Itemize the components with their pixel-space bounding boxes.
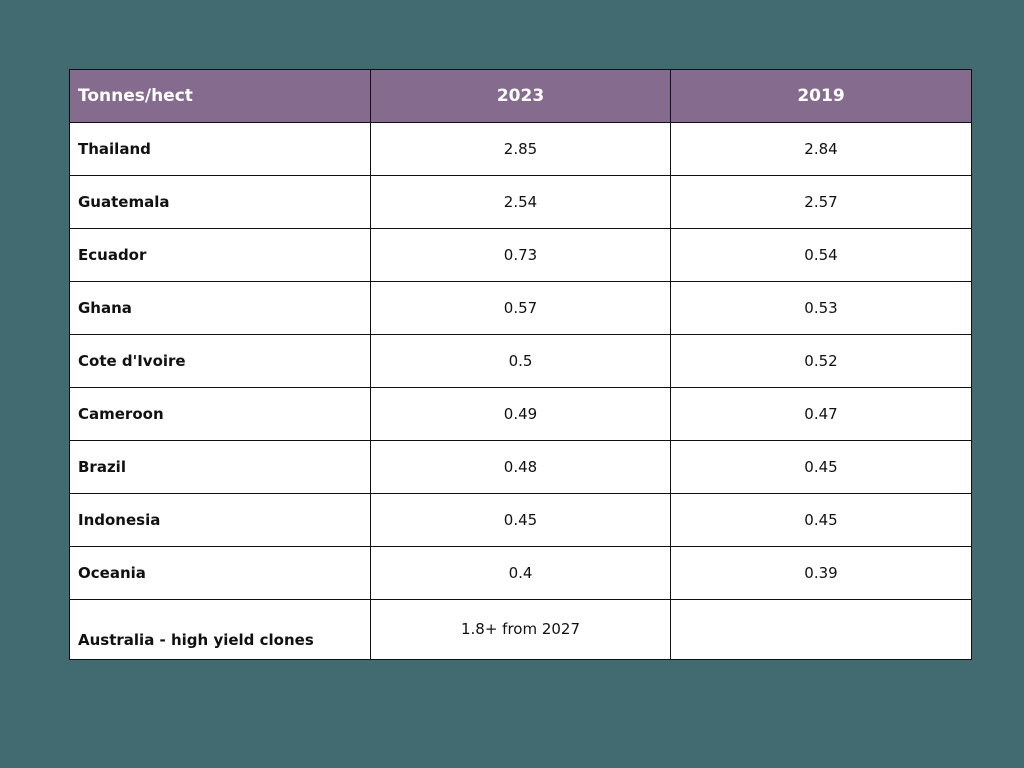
country-cell: Ecuador <box>69 228 371 282</box>
value-cell-2019: 0.45 <box>670 440 972 494</box>
table-row: Guatemala 2.54 2.57 <box>69 175 972 229</box>
table-row: Oceania 0.4 0.39 <box>69 546 972 600</box>
country-cell: Cameroon <box>69 387 371 441</box>
country-cell: Indonesia <box>69 493 371 547</box>
table-row: Brazil 0.48 0.45 <box>69 440 972 494</box>
value-cell-2023: 2.54 <box>370 175 671 229</box>
country-cell: Oceania <box>69 546 371 600</box>
country-cell: Cote d'Ivoire <box>69 334 371 388</box>
value-cell-2023: 1.8+ from 2027 <box>370 599 671 660</box>
table-header: Tonnes/hect 2023 2019 <box>69 69 972 123</box>
value-cell-2023: 0.4 <box>370 546 671 600</box>
value-cell-2023: 0.45 <box>370 493 671 547</box>
header-cell-unit: Tonnes/hect <box>69 69 371 123</box>
table-body: Thailand 2.85 2.84 Guatemala 2.54 2.57 E… <box>69 122 972 660</box>
value-cell-2019: 0.45 <box>670 493 972 547</box>
country-cell: Australia - high yield clones <box>69 599 371 660</box>
value-cell-2019: 2.84 <box>670 122 972 176</box>
value-cell-2019: 0.47 <box>670 387 972 441</box>
value-cell-2019: 0.53 <box>670 281 972 335</box>
country-cell: Ghana <box>69 281 371 335</box>
value-cell-2023: 0.73 <box>370 228 671 282</box>
value-cell-2023: 0.57 <box>370 281 671 335</box>
table-row: Ghana 0.57 0.53 <box>69 281 972 335</box>
country-cell: Thailand <box>69 122 371 176</box>
table-row: Cameroon 0.49 0.47 <box>69 387 972 441</box>
table-row: Indonesia 0.45 0.45 <box>69 493 972 547</box>
value-cell-2019 <box>670 599 972 660</box>
header-cell-2019: 2019 <box>670 69 972 123</box>
header-row: Tonnes/hect 2023 2019 <box>69 69 972 123</box>
value-cell-2019: 0.39 <box>670 546 972 600</box>
value-cell-2019: 0.54 <box>670 228 972 282</box>
table-row: Ecuador 0.73 0.54 <box>69 228 972 282</box>
header-cell-2023: 2023 <box>370 69 671 123</box>
table-row: Cote d'Ivoire 0.5 0.52 <box>69 334 972 388</box>
value-cell-2023: 2.85 <box>370 122 671 176</box>
value-cell-2023: 0.48 <box>370 440 671 494</box>
country-cell: Guatemala <box>69 175 371 229</box>
table-row: Australia - high yield clones 1.8+ from … <box>69 599 972 660</box>
value-cell-2019: 0.52 <box>670 334 972 388</box>
yield-table: Tonnes/hect 2023 2019 Thailand 2.85 2.84… <box>69 69 972 660</box>
value-cell-2023: 0.5 <box>370 334 671 388</box>
table-row: Thailand 2.85 2.84 <box>69 122 972 176</box>
value-cell-2019: 2.57 <box>670 175 972 229</box>
value-cell-2023: 0.49 <box>370 387 671 441</box>
country-cell: Brazil <box>69 440 371 494</box>
